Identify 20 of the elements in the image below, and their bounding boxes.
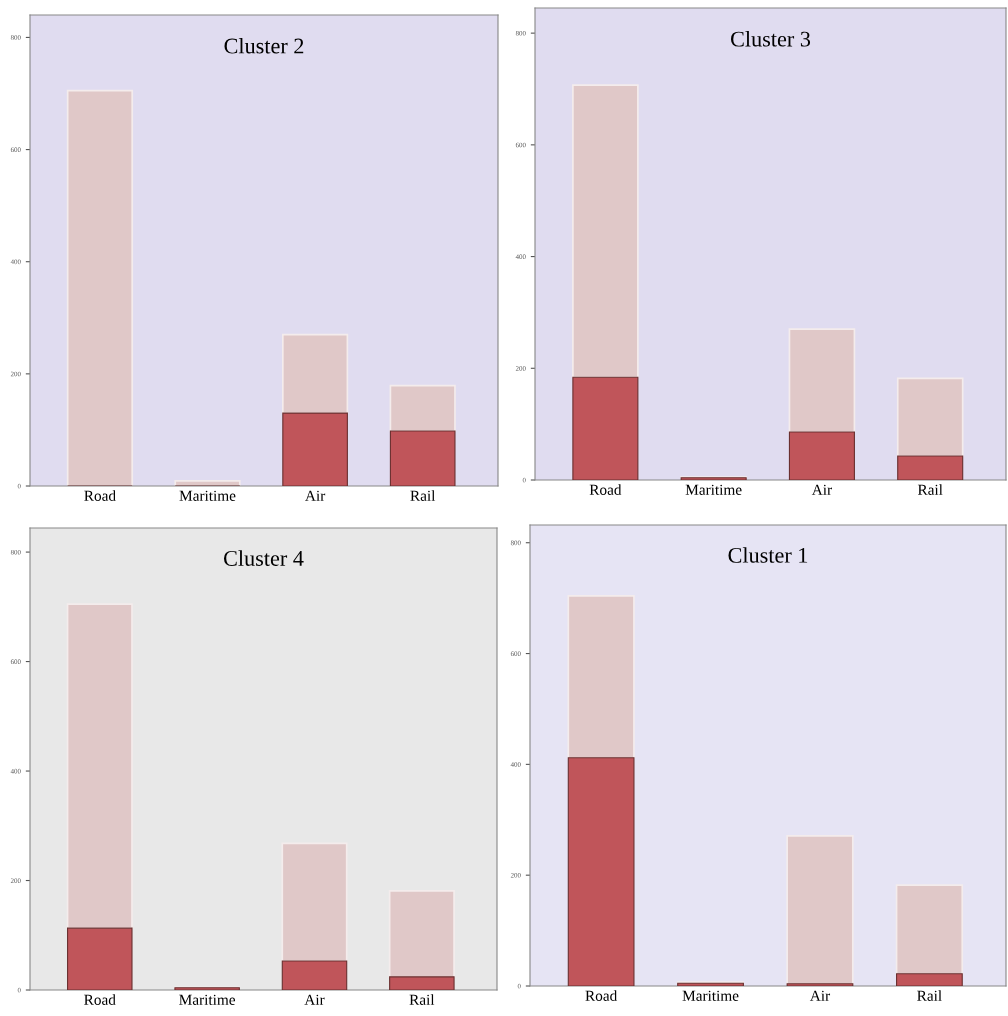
text: Cluster 4 xyxy=(223,550,304,566)
text: Cluster 3 xyxy=(730,30,811,47)
x-tick-label: Rail xyxy=(917,484,943,495)
x-tick-label: Maritime xyxy=(179,490,236,501)
x-tick-label: Road xyxy=(84,490,116,501)
x-tick-label: Rail xyxy=(917,990,942,1001)
x-tick-label: Maritime xyxy=(682,990,739,1001)
text: Cluster 1 xyxy=(728,547,808,563)
x-tick-label: Road xyxy=(589,484,622,495)
x-tick-label: Air xyxy=(811,484,832,495)
x-tick-label: Air xyxy=(304,994,325,1005)
x-tick-label: Maritime xyxy=(685,484,742,495)
text: Cluster 2 xyxy=(224,37,304,54)
x-tick-label: Air xyxy=(305,490,326,501)
x-tick-label: Road xyxy=(585,990,618,1001)
x-tick-label: Rail xyxy=(410,490,436,501)
x-tick-label: Road xyxy=(84,994,116,1005)
x-tick-label: Rail xyxy=(409,994,435,1005)
x-tick-label: Maritime xyxy=(179,994,236,1005)
x-tick-label: Air xyxy=(809,990,831,1001)
